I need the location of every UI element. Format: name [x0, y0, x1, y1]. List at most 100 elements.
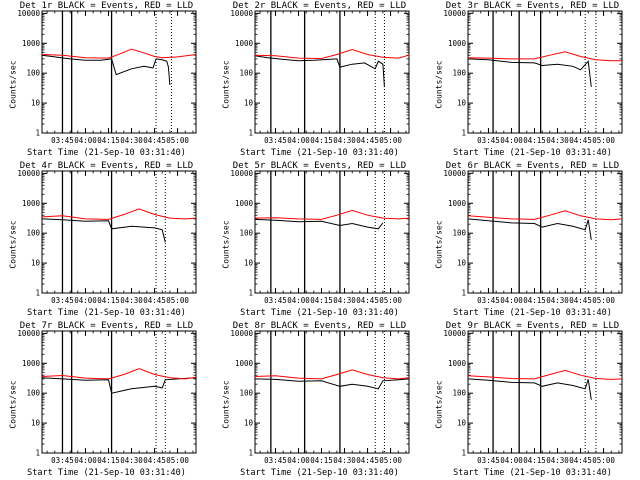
- lld-series-line: [41, 48, 197, 59]
- y-tick-label: 100: [239, 389, 253, 398]
- chart-svg: 1 10 100 1000 10000 03:45 04:00 04:15 04:30 04:45…: [230, 329, 410, 465]
- x-tick-label: 04:00: [500, 136, 523, 145]
- x-tick-label: 04:30: [546, 296, 569, 305]
- lld-series-line: [467, 369, 623, 380]
- x-tick-label: 05:00: [166, 136, 189, 145]
- y-tick-label: 1: [248, 449, 253, 458]
- panel-title: Det 5r BLACK = Events, RED = LLD: [232, 161, 407, 171]
- y-tick-label: 100: [239, 69, 253, 78]
- y-tick-label: 1: [461, 129, 466, 138]
- x-tick-label: 04:00: [74, 136, 97, 145]
- x-tick-label: 04:30: [333, 136, 356, 145]
- detector-panel: 1 10 100 1000 10000 03:45 04:00 04:15 04:30 04:45…: [0, 320, 213, 480]
- y-tick-label: 1000: [235, 359, 254, 368]
- lld-series-line: [41, 208, 197, 220]
- x-tick-label: 05:00: [379, 296, 402, 305]
- y-axis-label: Counts/sec: [8, 380, 18, 429]
- lld-series-line: [467, 210, 623, 221]
- y-axis-label: Counts/sec: [8, 220, 18, 269]
- y-tick-label: 1000: [448, 39, 467, 48]
- detector-panel: 1 10 100 1000 10000 03:45 04:00 04:15 04:30 04:45…: [213, 160, 426, 320]
- x-tick-label: 05:00: [379, 456, 402, 465]
- y-tick-label: 1: [248, 289, 253, 298]
- plot-frame: [467, 170, 623, 294]
- x-tick-label: 03:45: [477, 296, 500, 305]
- events-series-line: [467, 58, 592, 87]
- chart-svg: 1 10 100 1000 10000 03:45 04:00 04:15 04:30 04:45…: [443, 9, 623, 145]
- x-tick-label: 05:00: [166, 456, 189, 465]
- y-tick-label: 100: [26, 389, 40, 398]
- x-tick-label: 04:15: [310, 136, 333, 145]
- x-tick-label: 04:00: [500, 296, 523, 305]
- y-tick-label: 1000: [22, 359, 41, 368]
- chart-svg: 1 10 100 1000 10000 03:45 04:00 04:15 04:30 04:45…: [17, 9, 197, 145]
- x-tick-label: 04:15: [523, 296, 546, 305]
- x-tick-label: 05:00: [592, 136, 615, 145]
- chart-svg: 1 10 100 1000 10000 03:45 04:00 04:15 04:30 04:45…: [443, 329, 623, 465]
- x-tick-label: 04:15: [97, 136, 120, 145]
- detector-panel: 1 10 100 1000 10000 03:45 04:00 04:15 04:30 04:45…: [0, 160, 213, 320]
- y-tick-label: 1000: [448, 199, 467, 208]
- x-axis-label: Start Time (21-Sep-10 03:31:40): [240, 308, 399, 318]
- detector-panel: 1 10 100 1000 10000 03:45 04:00 04:15 04:30 04:45…: [213, 0, 426, 160]
- x-tick-label: 03:45: [264, 136, 287, 145]
- events-series-line: [41, 54, 171, 86]
- y-axis-label: Counts/sec: [434, 60, 444, 109]
- x-tick-label: 04:15: [523, 456, 546, 465]
- x-axis-label: Start Time (21-Sep-10 03:31:40): [27, 308, 186, 318]
- x-axis-label: Start Time (21-Sep-10 03:31:40): [453, 308, 612, 318]
- y-tick-label: 10: [31, 99, 41, 108]
- x-tick-label: 03:45: [477, 456, 500, 465]
- lld-series-line: [41, 368, 197, 380]
- y-tick-label: 1: [248, 129, 253, 138]
- x-tick-label: 05:00: [379, 136, 402, 145]
- x-tick-label: 04:30: [120, 136, 143, 145]
- x-tick-label: 04:00: [287, 456, 310, 465]
- events-series-line: [41, 218, 166, 243]
- panel-title: Det 3r BLACK = Events, RED = LLD: [445, 1, 620, 11]
- x-tick-label: 04:30: [333, 296, 356, 305]
- y-tick-label: 10000: [443, 169, 466, 178]
- y-tick-label: 1: [461, 289, 466, 298]
- y-tick-label: 1: [35, 129, 40, 138]
- y-tick-label: 1000: [235, 39, 254, 48]
- y-tick-label: 100: [452, 229, 466, 238]
- y-tick-label: 1000: [22, 39, 41, 48]
- y-axis-label: Counts/sec: [221, 380, 231, 429]
- x-tick-label: 04:00: [287, 136, 310, 145]
- x-tick-label: 03:45: [51, 296, 74, 305]
- x-tick-label: 04:45: [356, 136, 379, 145]
- x-tick-label: 04:30: [546, 456, 569, 465]
- y-tick-label: 100: [239, 229, 253, 238]
- plot-frame: [467, 10, 623, 134]
- y-tick-label: 10000: [17, 169, 40, 178]
- y-tick-label: 1: [35, 289, 40, 298]
- y-tick-label: 10: [244, 99, 254, 108]
- x-tick-label: 04:15: [310, 456, 333, 465]
- panel-title: Det 7r BLACK = Events, RED = LLD: [19, 321, 194, 331]
- chart-svg: 1 10 100 1000 10000 03:45 04:00 04:15 04:30 04:45…: [230, 169, 410, 305]
- plot-frame: [254, 10, 410, 134]
- detector-panel: 1 10 100 1000 10000 03:45 04:00 04:15 04:30 04:45…: [426, 0, 639, 160]
- y-tick-label: 100: [452, 389, 466, 398]
- lld-series-line: [254, 48, 410, 60]
- detector-panel: 1 10 100 1000 10000 03:45 04:00 04:15 04:30 04:45…: [426, 320, 639, 480]
- y-tick-label: 10: [31, 259, 41, 268]
- x-tick-label: 05:00: [592, 296, 615, 305]
- events-series-line: [41, 377, 197, 394]
- x-tick-label: 03:45: [264, 456, 287, 465]
- y-tick-label: 1: [35, 449, 40, 458]
- x-tick-label: 04:45: [143, 296, 166, 305]
- x-tick-label: 04:00: [500, 456, 523, 465]
- y-tick-label: 1000: [448, 359, 467, 368]
- y-tick-label: 100: [26, 229, 40, 238]
- x-axis-label: Start Time (21-Sep-10 03:31:40): [27, 148, 186, 158]
- detector-panel: 1 10 100 1000 10000 03:45 04:00 04:15 04:30 04:45…: [426, 160, 639, 320]
- x-tick-label: 04:00: [287, 296, 310, 305]
- x-tick-label: 05:00: [166, 296, 189, 305]
- x-tick-label: 04:15: [97, 456, 120, 465]
- y-tick-label: 100: [452, 69, 466, 78]
- panel-title: Det 9r BLACK = Events, RED = LLD: [445, 321, 620, 331]
- y-tick-label: 10000: [443, 9, 466, 18]
